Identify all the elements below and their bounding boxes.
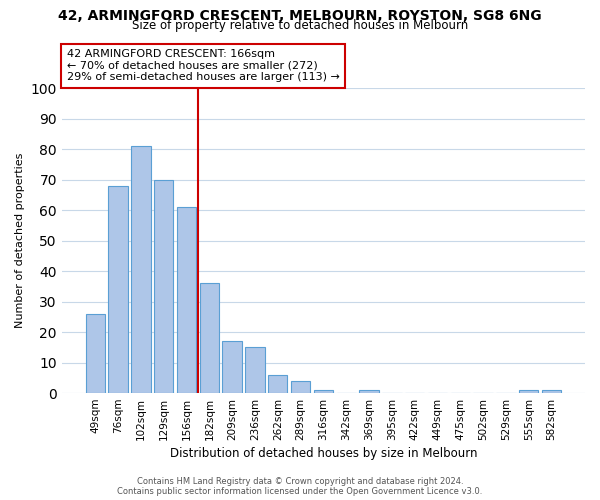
Bar bbox=[86, 314, 105, 393]
Bar bbox=[109, 186, 128, 393]
Y-axis label: Number of detached properties: Number of detached properties bbox=[15, 153, 25, 328]
Bar bbox=[177, 207, 196, 393]
Text: 42, ARMINGFORD CRESCENT, MELBOURN, ROYSTON, SG8 6NG: 42, ARMINGFORD CRESCENT, MELBOURN, ROYST… bbox=[58, 9, 542, 23]
Bar bbox=[223, 342, 242, 393]
Bar bbox=[314, 390, 333, 393]
Bar bbox=[542, 390, 561, 393]
Bar bbox=[268, 375, 287, 393]
Bar bbox=[154, 180, 173, 393]
Bar bbox=[131, 146, 151, 393]
Bar bbox=[245, 348, 265, 393]
Bar bbox=[291, 381, 310, 393]
Bar bbox=[200, 284, 219, 393]
Text: 42 ARMINGFORD CRESCENT: 166sqm
← 70% of detached houses are smaller (272)
29% of: 42 ARMINGFORD CRESCENT: 166sqm ← 70% of … bbox=[67, 49, 340, 82]
Bar bbox=[519, 390, 538, 393]
Text: Contains HM Land Registry data © Crown copyright and database right 2024.
Contai: Contains HM Land Registry data © Crown c… bbox=[118, 476, 482, 496]
X-axis label: Distribution of detached houses by size in Melbourn: Distribution of detached houses by size … bbox=[170, 447, 477, 460]
Text: Size of property relative to detached houses in Melbourn: Size of property relative to detached ho… bbox=[132, 19, 468, 32]
Bar bbox=[359, 390, 379, 393]
